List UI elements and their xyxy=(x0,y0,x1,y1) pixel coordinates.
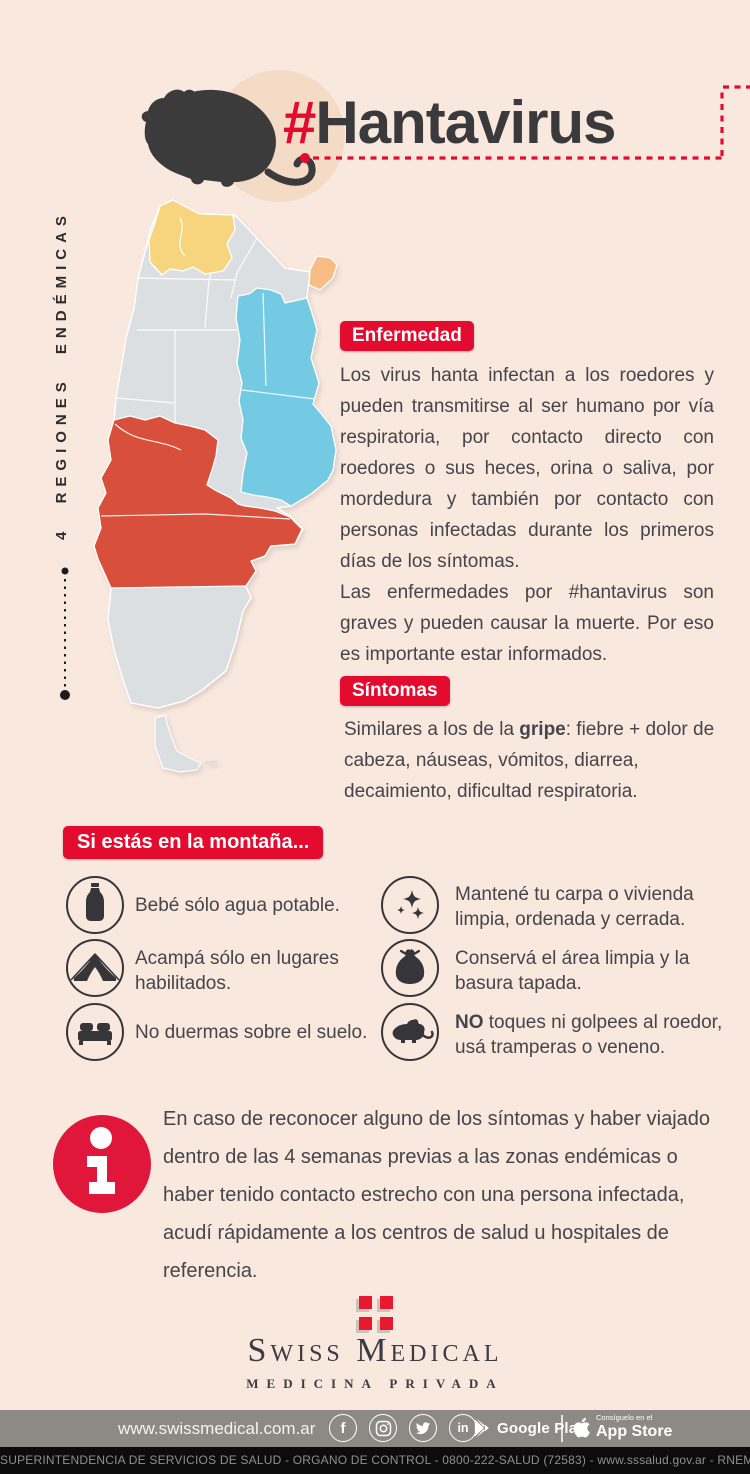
enfermedad-text: Los virus hanta infectan a los roedores … xyxy=(340,360,714,670)
info-icon xyxy=(53,1115,151,1213)
rodent-icon xyxy=(381,1003,439,1061)
map-region-east xyxy=(235,287,337,507)
app-store-label: App Store xyxy=(596,1422,673,1440)
dashed-line-decoration xyxy=(300,85,750,163)
montana-item-text: NO toques ni golpees al roedor, usá tram… xyxy=(455,1010,740,1060)
footer-url[interactable]: www.swissmedical.com.ar xyxy=(118,1419,316,1438)
page-title: #Hantavirus xyxy=(283,88,616,157)
montana-item-bold: NO xyxy=(455,1012,484,1033)
sintomas-text: Similares a los de la gripe: fiebre + do… xyxy=(344,714,722,807)
endemic-regions-label: 4 REGIONES ENDÉMICAS xyxy=(53,210,70,540)
app-store-badge[interactable]: Consíguelo en el App Store xyxy=(573,1414,672,1440)
brand-name: Swiss Medical xyxy=(247,1332,503,1369)
montana-badge: Si estás en la montaña... xyxy=(63,826,324,859)
map-region-south xyxy=(93,415,303,589)
sintomas-suffix: : fiebre + dolor de cabeza, náuseas, vóm… xyxy=(344,719,715,802)
dotted-line-decoration xyxy=(60,567,70,700)
montana-item-rest: toques ni golpees al roedor, usá tramper… xyxy=(455,1012,723,1058)
facebook-glyph: f xyxy=(340,1419,346,1437)
social-links: f in xyxy=(329,1414,477,1442)
linkedin-glyph: in xyxy=(457,1421,469,1435)
bed-icon xyxy=(66,1003,124,1061)
title-hash: # xyxy=(283,89,316,156)
sparkles-icon xyxy=(381,876,439,934)
facebook-icon[interactable]: f xyxy=(329,1414,357,1442)
info-text: En caso de reconocer alguno de los sínto… xyxy=(163,1108,711,1282)
linkedin-icon[interactable]: in xyxy=(449,1414,477,1442)
enfermedad-badge: Enfermedad xyxy=(340,321,474,351)
sintomas-bold: gripe xyxy=(519,719,566,740)
title-text: Hantavirus xyxy=(315,89,616,156)
footer-bar: www.swissmedical.com.ar f in xyxy=(0,1410,750,1447)
montana-item-text: Conservá el área limpia y la basura tapa… xyxy=(455,948,690,994)
enfermedad-paragraph-1: Los virus hanta infectan a los roedores … xyxy=(340,365,714,572)
swiss-medical-logo-icon xyxy=(359,1296,393,1330)
map-region-northwest xyxy=(148,199,236,276)
twitter-icon[interactable] xyxy=(409,1414,437,1442)
montana-item-text: Bebé sólo agua potable. xyxy=(135,895,340,916)
montana-item-text: Acampá sólo en lugares habilitados. xyxy=(135,948,339,994)
footer-divider xyxy=(561,1415,563,1442)
google-play-icon xyxy=(474,1418,489,1438)
app-store-small-label: Consíguelo en el xyxy=(596,1413,653,1422)
google-play-badge[interactable]: Google Play xyxy=(474,1418,586,1438)
sintomas-badge: Síntomas xyxy=(340,676,450,706)
brand-subtitle: MEDICINA PRIVADA xyxy=(246,1376,504,1391)
map-region-northeast xyxy=(308,255,338,291)
apple-icon xyxy=(573,1417,590,1438)
enfermedad-paragraph-2: Las enfermedades por #hantavirus son gra… xyxy=(340,582,714,665)
trash-bag-icon xyxy=(381,939,439,997)
google-play-label: Google Play xyxy=(497,1419,586,1437)
montana-item-text: No duermas sobre el suelo. xyxy=(135,1022,368,1043)
map-tierra-del-fuego xyxy=(154,714,202,773)
montana-item-text: Mantené tu carpa o vivienda limpia, orde… xyxy=(455,884,694,930)
argentina-endemic-map xyxy=(93,199,338,773)
legal-bar: SUPERINTENDENCIA DE SERVICIOS DE SALUD -… xyxy=(0,1447,750,1474)
water-bottle-icon xyxy=(66,876,124,934)
rat-silhouette-icon xyxy=(141,89,316,187)
instagram-icon[interactable] xyxy=(369,1414,397,1442)
sintomas-prefix: Similares a los de la xyxy=(344,719,520,740)
tent-icon xyxy=(66,939,124,997)
